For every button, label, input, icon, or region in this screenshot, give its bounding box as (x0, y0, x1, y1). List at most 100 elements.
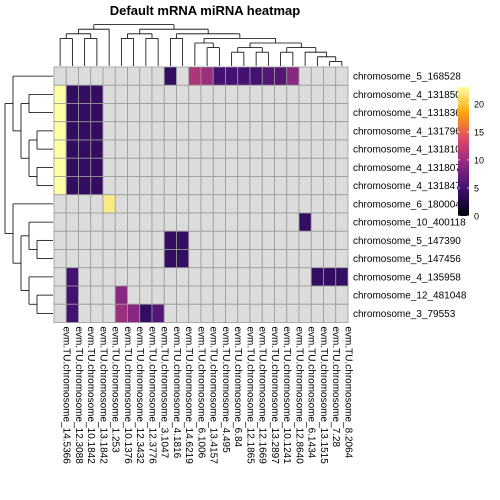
heatmap-cell (310, 139, 324, 159)
heatmap-cell (176, 66, 190, 86)
heatmap-cell (237, 84, 251, 104)
heatmap-cell (200, 230, 214, 250)
heatmap-cell (249, 212, 263, 232)
heatmap-cell (65, 267, 79, 287)
heatmap-cell (53, 139, 67, 159)
heatmap-cell (151, 230, 165, 250)
heatmap-cell (102, 103, 116, 123)
heatmap-cell (53, 176, 67, 196)
heatmap-cell (53, 212, 67, 232)
heatmap-cell (274, 303, 288, 323)
heatmap-cell (335, 176, 349, 196)
heatmap-cell (274, 176, 288, 196)
heatmap-cell (139, 139, 153, 159)
heatmap-cell (65, 194, 79, 214)
heatmap-cell (176, 157, 190, 177)
heatmap-cell (78, 303, 92, 323)
heatmap-cell (261, 121, 275, 141)
legend-tick-label: 15 (474, 127, 484, 137)
heatmap-cell (310, 303, 324, 323)
heatmap-cell (323, 66, 337, 86)
heatmap-cell (225, 285, 239, 305)
heatmap-cell (78, 103, 92, 123)
heatmap-cell (188, 212, 202, 232)
heatmap-cell (298, 230, 312, 250)
heatmap-cell (127, 267, 141, 287)
legend-tick-label: 10 (474, 155, 484, 165)
row-label: chromosome_4_131850 (353, 90, 461, 101)
heatmap-cell (286, 267, 300, 287)
heatmap-cell (298, 267, 312, 287)
heatmap-cell (114, 303, 128, 323)
heatmap-cell (200, 84, 214, 104)
heatmap-cell (225, 249, 239, 269)
heatmap-cell (323, 139, 337, 159)
heatmap-cell (163, 267, 177, 287)
heatmap-cell (53, 267, 67, 287)
heatmap-cell (323, 249, 337, 269)
heatmap-cell (298, 212, 312, 232)
heatmap-cell (151, 157, 165, 177)
heatmap-cell (323, 285, 337, 305)
heatmap-cell (114, 194, 128, 214)
heatmap-cell (200, 194, 214, 214)
heatmap-cell (237, 103, 251, 123)
heatmap-cell (261, 285, 275, 305)
column-label: evm.TU.chromosome_3.1047 (159, 327, 170, 459)
row-label: chromosome_4_131807 (353, 163, 461, 174)
heatmap-cell (298, 249, 312, 269)
heatmap-cell (249, 103, 263, 123)
heatmap-cell (249, 66, 263, 86)
heatmap-cell (274, 84, 288, 104)
heatmap-cell (212, 194, 226, 214)
heatmap-cell (200, 157, 214, 177)
heatmap-cell (310, 212, 324, 232)
heatmap-cell (335, 194, 349, 214)
heatmap-cell (53, 303, 67, 323)
heatmap-cell (65, 285, 79, 305)
heatmap-cell (163, 84, 177, 104)
heatmap-cell (114, 212, 128, 232)
heatmap-cell (212, 84, 226, 104)
heatmap-cell (225, 194, 239, 214)
heatmap-cell (249, 267, 263, 287)
heatmap-cell (323, 194, 337, 214)
column-label: evm.TU.chromosome_14.5366 (61, 327, 72, 465)
heatmap-cell (212, 139, 226, 159)
column-label: evm.TU.chromosome_1.253 (110, 327, 121, 454)
heatmap-cell (102, 303, 116, 323)
column-label: evm.TU.chromosome_10.1842 (85, 327, 96, 465)
heatmap-cell (127, 139, 141, 159)
color-scale-bar (458, 87, 469, 216)
column-label: evm.TU.chromosome_12.8640 (293, 327, 304, 465)
heatmap-cell (274, 103, 288, 123)
heatmap-cell (237, 157, 251, 177)
heatmap-cell (274, 121, 288, 141)
column-label: evm.TU.chromosome_13.2897 (269, 327, 280, 465)
heatmap-cell (286, 285, 300, 305)
heatmap-cell (90, 139, 104, 159)
heatmap-cell (188, 139, 202, 159)
heatmap-cell (114, 249, 128, 269)
heatmap-cell (335, 285, 349, 305)
heatmap-cell (335, 157, 349, 177)
heatmap-cell (102, 285, 116, 305)
heatmap-cell (298, 194, 312, 214)
color-legend: 0 5 10 15 20 (458, 87, 484, 222)
heatmap-cell (274, 212, 288, 232)
heatmap-cell (151, 176, 165, 196)
heatmap-cell (151, 194, 165, 214)
row-label: chromosome_4_131847 (353, 181, 461, 192)
heatmap-cell (188, 176, 202, 196)
heatmap-cell (114, 66, 128, 86)
column-label: evm.TU.chromosome_13.4157 (208, 327, 219, 465)
heatmap-cell (90, 230, 104, 250)
heatmap-cell (237, 176, 251, 196)
heatmap-cell (286, 212, 300, 232)
heatmap-cell (102, 139, 116, 159)
heatmap-cell (102, 66, 116, 86)
heatmap-cell (249, 121, 263, 141)
heatmap-cell (163, 103, 177, 123)
heatmap-cell (102, 230, 116, 250)
